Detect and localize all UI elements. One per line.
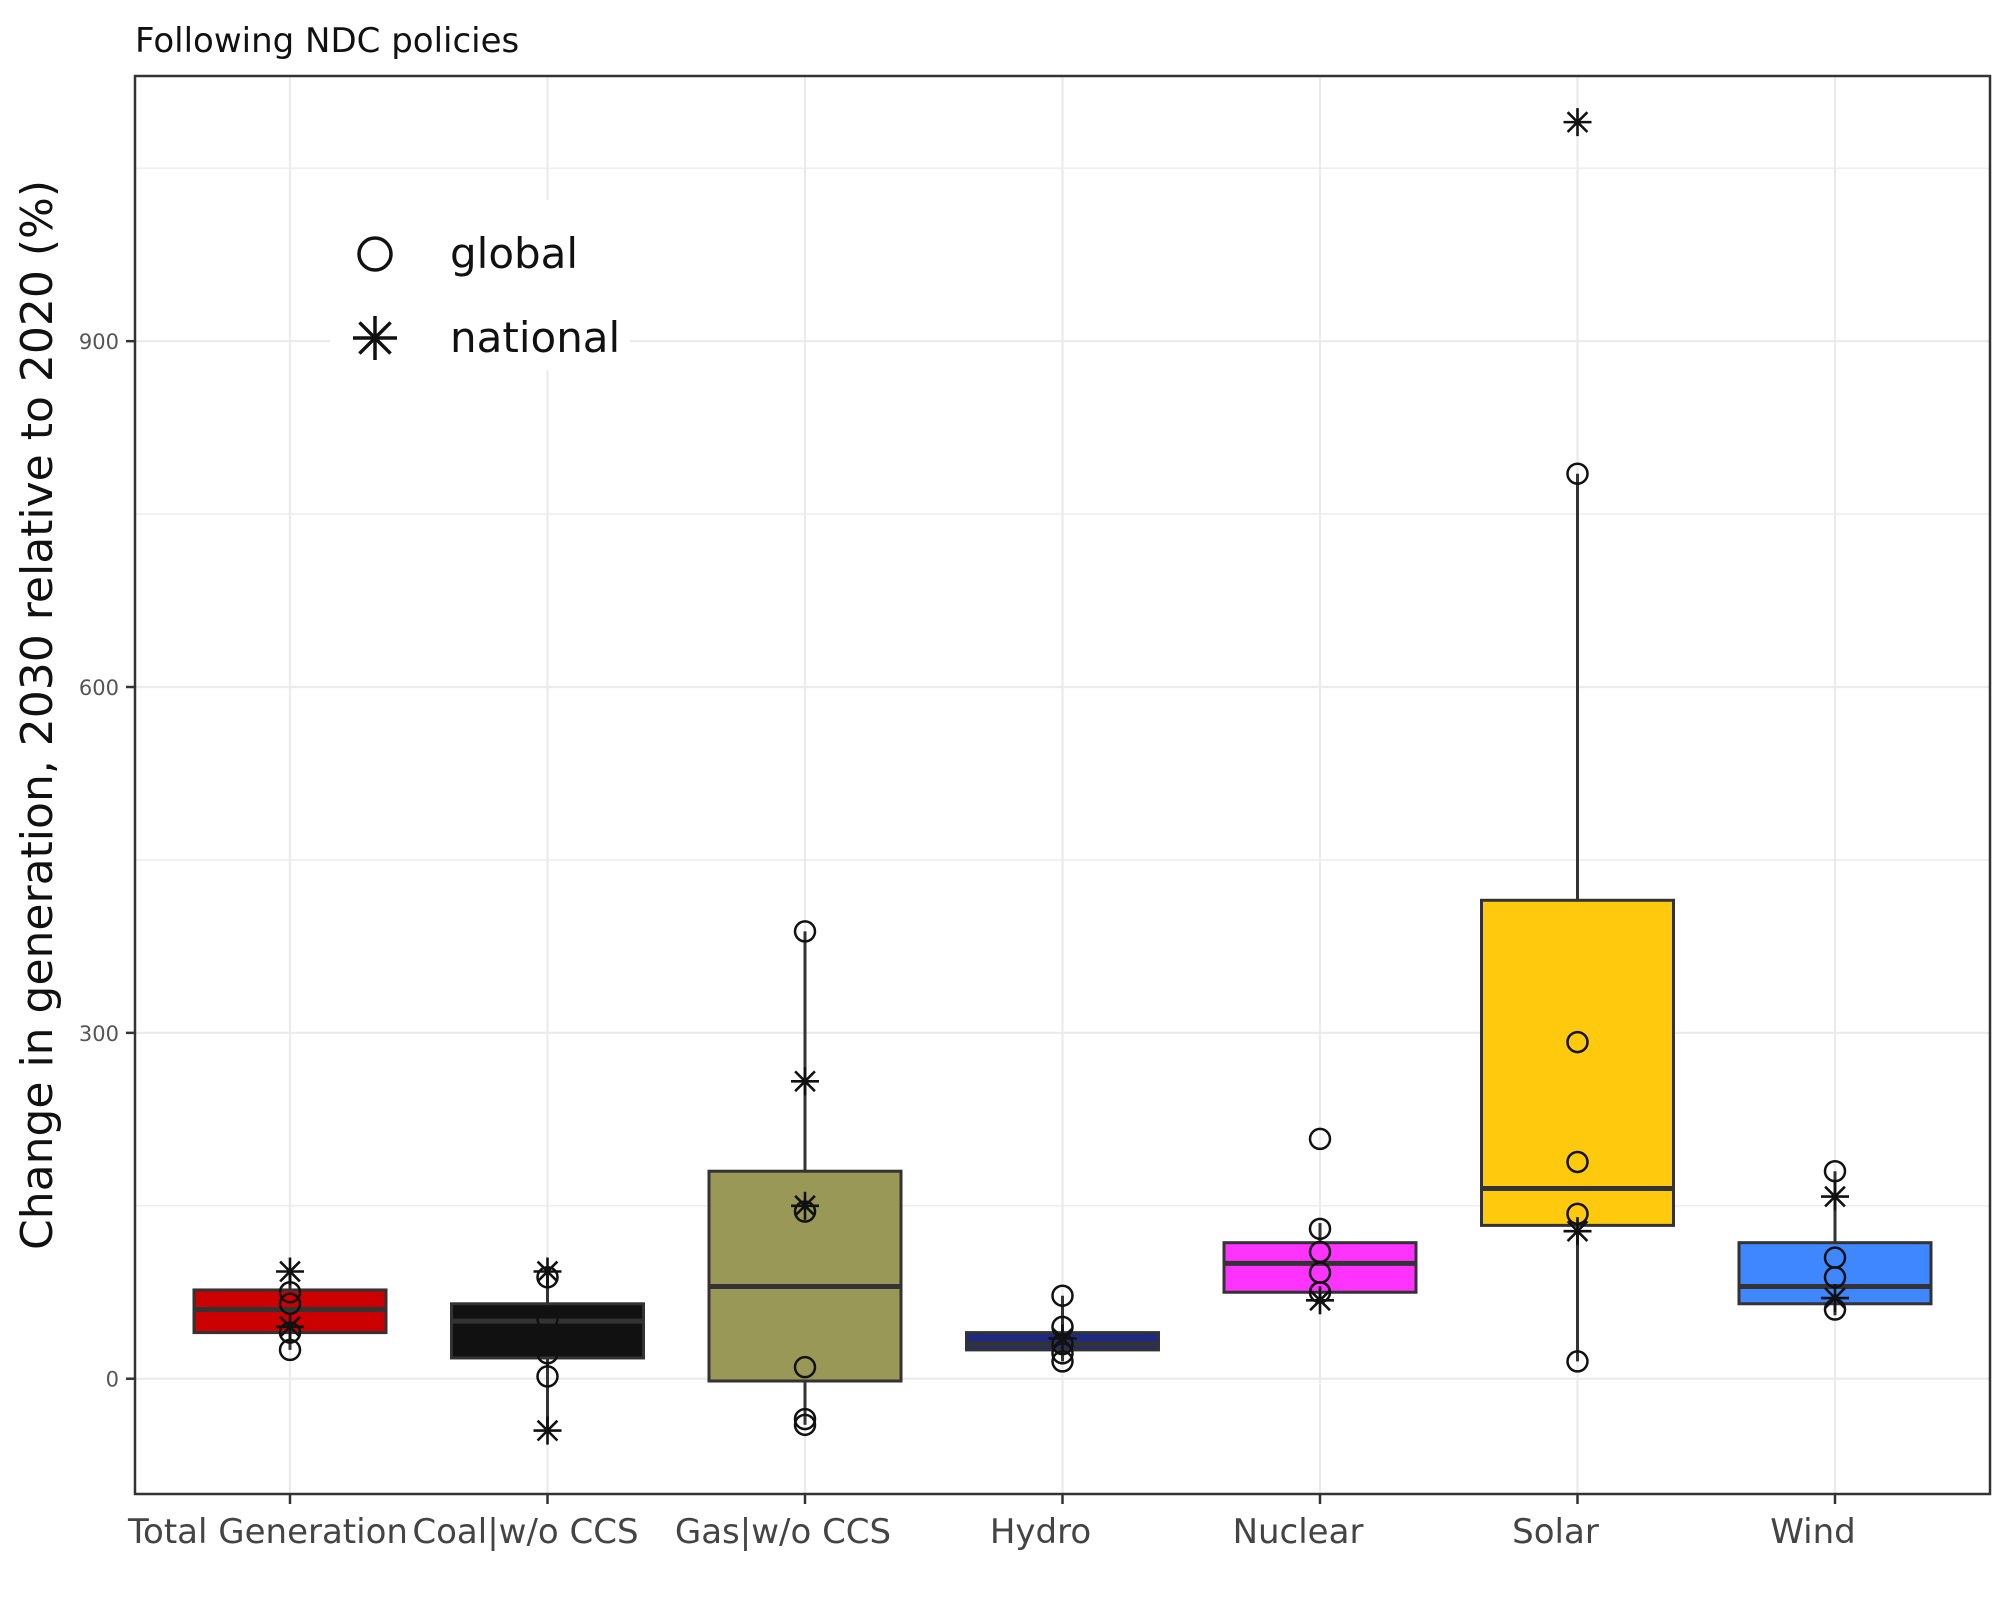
asterisk-stroke <box>1051 1327 1074 1350</box>
point-global <box>536 1342 559 1365</box>
point-national <box>1563 1217 1592 1246</box>
point-global <box>536 1307 559 1331</box>
asterisk-stroke <box>794 1070 816 1093</box>
point-national <box>791 1067 819 1096</box>
point-global <box>1308 1240 1332 1264</box>
point-global <box>1566 1150 1589 1174</box>
point-national <box>533 1257 562 1286</box>
point-global <box>1566 1350 1589 1373</box>
box-body <box>450 1302 645 1360</box>
x-tick-label: Total Generation <box>127 1512 408 1552</box>
box-7 <box>1737 1171 1933 1316</box>
y-tick-label: 300 <box>79 1022 119 1046</box>
box-5 <box>1222 1223 1418 1304</box>
y-tick-label: 0 <box>106 1368 119 1392</box>
point-national <box>1821 1284 1849 1313</box>
x-tick-label: Coal|w/o CCS <box>412 1512 638 1552</box>
chart-title: Following NDC policies <box>135 21 519 61</box>
box-3 <box>707 931 903 1425</box>
point-global <box>1308 1127 1332 1151</box>
x-tick-label: Solar <box>1512 1512 1599 1552</box>
point-global <box>1566 462 1589 485</box>
legend-label-global: global <box>450 229 578 278</box>
asterisk-stroke <box>279 1316 301 1338</box>
point-national <box>791 1191 819 1220</box>
point-national <box>1563 108 1592 137</box>
point-global <box>536 1365 559 1388</box>
y-tick-label: 600 <box>79 676 119 700</box>
point-global <box>1051 1284 1074 1307</box>
box-body <box>1480 898 1675 1227</box>
asterisk-stroke <box>536 1260 559 1283</box>
point-national <box>1821 1182 1849 1211</box>
box-2 <box>450 1271 645 1431</box>
legend-key-circle <box>357 236 393 272</box>
asterisk-stroke <box>536 1419 559 1442</box>
asterisk-stroke <box>794 1194 816 1217</box>
legend-label-national: national <box>450 313 620 362</box>
point-global <box>793 920 817 943</box>
asterisk-stroke <box>1566 111 1589 133</box>
point-global <box>1823 1159 1847 1183</box>
point-global <box>1823 1246 1847 1269</box>
legend-key-asterisk <box>353 316 397 360</box>
x-tick-label: Wind <box>1770 1512 1855 1552</box>
asterisk-stroke <box>358 321 392 355</box>
point-global <box>793 1413 817 1437</box>
point-global <box>793 1355 817 1379</box>
x-tick-label: Gas|w/o CCS <box>675 1512 891 1552</box>
point-national <box>1306 1286 1334 1315</box>
point-national <box>533 1416 562 1445</box>
point-global <box>1308 1217 1332 1241</box>
box-body <box>1222 1241 1418 1294</box>
axes: 0 300 600 900 Total Generation Coal|w/o CCS Ga… <box>79 330 1856 1552</box>
asterisk-stroke <box>1824 1185 1846 1208</box>
y-axis-label: Change in generation, 2030 relative to 2… <box>12 180 63 1250</box>
legend: global national <box>330 200 630 370</box>
point-global <box>1566 1030 1589 1054</box>
asterisk-stroke <box>1309 1289 1331 1312</box>
y-tick-label: 900 <box>79 330 119 354</box>
asterisk-stroke <box>279 1260 301 1283</box>
data-points <box>276 108 1849 1445</box>
x-tick-label: Nuclear <box>1233 1512 1364 1552</box>
point-national <box>1048 1324 1077 1353</box>
asterisk-stroke <box>1824 1287 1846 1309</box>
asterisk-stroke <box>1566 1220 1589 1242</box>
x-tick-label: Hydro <box>990 1512 1091 1552</box>
point-national <box>276 1312 304 1341</box>
point-national <box>276 1257 304 1286</box>
point-global <box>793 1407 817 1431</box>
